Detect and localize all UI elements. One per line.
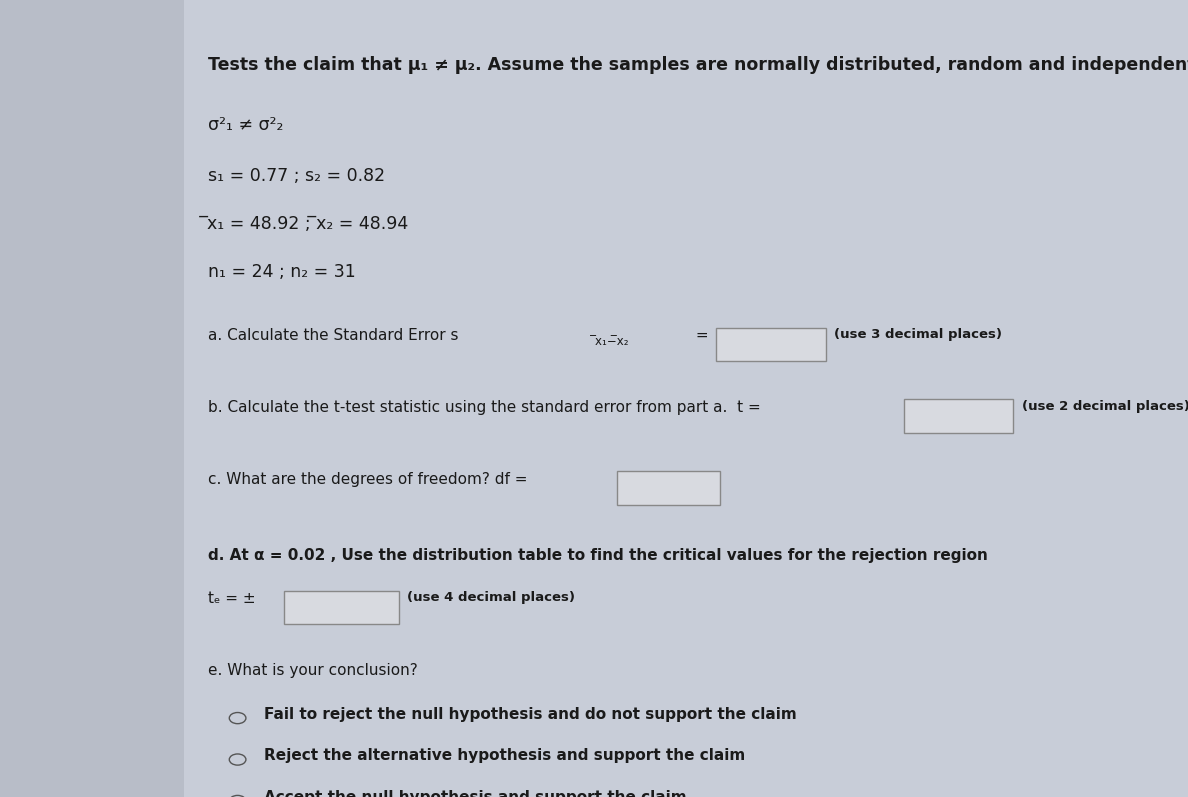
Text: Fail to reject the null hypothesis and do not support the claim: Fail to reject the null hypothesis and d… <box>264 707 796 722</box>
Text: s₁ = 0.77 ; s₂ = 0.82: s₁ = 0.77 ; s₂ = 0.82 <box>208 167 385 186</box>
Text: (use 3 decimal places): (use 3 decimal places) <box>834 328 1001 341</box>
Text: n₁ = 24 ; n₂ = 31: n₁ = 24 ; n₂ = 31 <box>208 263 355 281</box>
Text: σ²₁ ≠ σ²₂: σ²₁ ≠ σ²₂ <box>208 116 283 134</box>
FancyBboxPatch shape <box>284 591 399 624</box>
FancyBboxPatch shape <box>716 328 826 361</box>
FancyBboxPatch shape <box>617 471 720 505</box>
Text: ̅x₁−̅x₂: ̅x₁−̅x₂ <box>596 335 630 347</box>
Text: d. At α = 0.02 , Use the distribution table to find the critical values for the : d. At α = 0.02 , Use the distribution ta… <box>208 548 987 563</box>
Text: e. What is your conclusion?: e. What is your conclusion? <box>208 663 418 678</box>
Text: Tests the claim that μ₁ ≠ μ₂. Assume the samples are normally distributed, rando: Tests the claim that μ₁ ≠ μ₂. Assume the… <box>208 56 1188 74</box>
Text: =: = <box>691 328 709 344</box>
Text: tₑ = ±: tₑ = ± <box>208 591 255 607</box>
Text: ̅x₁ = 48.92 ; ̅x₂ = 48.94: ̅x₁ = 48.92 ; ̅x₂ = 48.94 <box>208 215 409 234</box>
Text: c. What are the degrees of freedom? df =: c. What are the degrees of freedom? df = <box>208 472 527 487</box>
Text: (use 2 decimal places): (use 2 decimal places) <box>1022 400 1188 413</box>
Text: a. Calculate the Standard Error s: a. Calculate the Standard Error s <box>208 328 459 344</box>
Bar <box>0 0 184 797</box>
Text: (use 4 decimal places): (use 4 decimal places) <box>407 591 575 604</box>
Text: Reject the alternative hypothesis and support the claim: Reject the alternative hypothesis and su… <box>264 748 745 764</box>
FancyBboxPatch shape <box>904 399 1013 433</box>
Text: b. Calculate the t-test statistic using the standard error from part a.  t =: b. Calculate the t-test statistic using … <box>208 400 760 415</box>
Text: Accept the null hypothesis and support the claim: Accept the null hypothesis and support t… <box>264 790 687 797</box>
